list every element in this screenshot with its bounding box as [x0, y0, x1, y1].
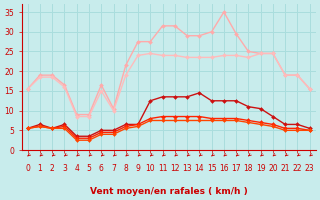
X-axis label: Vent moyen/en rafales ( km/h ): Vent moyen/en rafales ( km/h ) — [90, 187, 248, 196]
